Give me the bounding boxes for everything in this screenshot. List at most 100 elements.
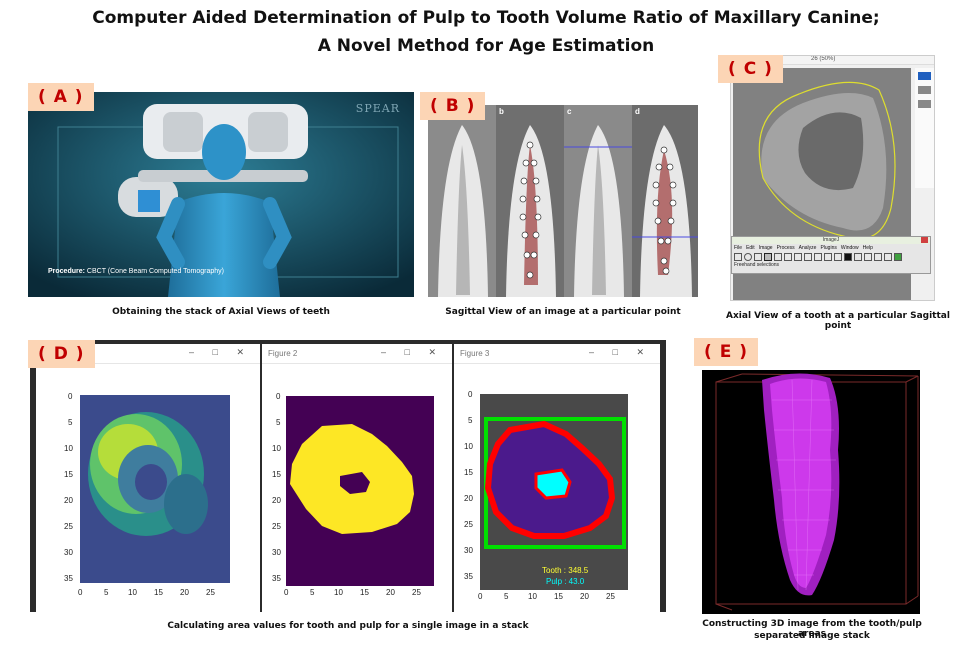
panel-a-image: SPEAR Procedure: CBCT (Cone Beam Compute… — [28, 92, 414, 297]
tooth-3d-mesh — [715, 373, 919, 611]
fig1-ytick-35: 35 — [64, 574, 73, 583]
figure3-titlebar: Figure 3 – □ ✕ — [454, 344, 660, 364]
panel-a-tag: ( A ) — [28, 83, 94, 111]
fig2-xtick-20: 20 — [386, 588, 395, 597]
imagej-titlebar: ImageJ — [732, 237, 930, 244]
fig2-ytick-5: 5 — [276, 418, 281, 427]
fig3-xtick-5: 5 — [504, 592, 509, 601]
panel-c-caption: Axial View of a tooth at a particular Sa… — [726, 311, 950, 331]
sub-label-b: b — [499, 107, 504, 116]
rect-tool-icon[interactable] — [734, 253, 742, 261]
figure1-window-controls-icon[interactable]: – □ ✕ — [189, 347, 252, 357]
sub-label-d: d — [635, 107, 640, 116]
fig2-ytick-30: 30 — [272, 548, 281, 557]
panel-b-image: a b c d — [428, 105, 698, 297]
figure2-mask — [286, 396, 434, 586]
figure2-title: Figure 2 — [268, 349, 298, 358]
imagej-menu-help[interactable]: Help — [862, 245, 873, 251]
fig3-ytick-30: 30 — [464, 546, 473, 555]
panel-e-caption-1: Constructing 3D image from the tooth/pul… — [702, 619, 922, 639]
panel-b-caption: Sagittal View of an image at a particula… — [445, 307, 681, 317]
imagej-menu-plugins[interactable]: Plugins — [820, 245, 837, 251]
imagej-menu-edit[interactable]: Edit — [746, 245, 755, 251]
tool-slot-14-icon[interactable] — [864, 253, 872, 261]
panel-c-image: 26 (50%) ImageJ File Edit Image Process … — [730, 55, 935, 301]
figure1-window: – □ ✕ 0 5 10 15 20 25 30 35 0 5 10 15 20… — [36, 344, 260, 612]
fig2-ytick-35: 35 — [272, 574, 281, 583]
oval-tool-icon[interactable] — [744, 253, 752, 261]
fig2-ytick-25: 25 — [272, 522, 281, 531]
c-side-toolbar — [915, 68, 934, 188]
fig1-xtick-20: 20 — [180, 588, 189, 597]
figure3-overlay — [480, 394, 628, 590]
fig2-ytick-15: 15 — [272, 470, 281, 479]
fig1-xtick-25: 25 — [206, 588, 215, 597]
imagej-menubar: File Edit Image Process Analyze Plugins … — [732, 244, 930, 252]
fig1-ytick-10: 10 — [64, 444, 73, 453]
fig2-xtick-15: 15 — [360, 588, 369, 597]
fig1-xtick-5: 5 — [104, 588, 109, 597]
figure1-heatmap — [80, 395, 230, 583]
c-window-titlebar: 26 (50%) — [731, 56, 934, 65]
figure3-window: Figure 3– □ ✕ Tooth : 348.5 Pulp : 43.0 … — [454, 344, 660, 612]
point-tool-icon[interactable] — [794, 253, 802, 261]
panel-a-caption: Obtaining the stack of Axial Views of te… — [112, 307, 330, 317]
imagej-menu-process[interactable]: Process — [776, 245, 795, 251]
fig1-xtick-15: 15 — [154, 588, 163, 597]
zoom-tool-icon[interactable] — [824, 253, 832, 261]
fig3-ytick-15: 15 — [464, 468, 473, 477]
text-tool-icon[interactable] — [814, 253, 822, 261]
sub-label-c: c — [567, 107, 572, 116]
tool-slot-17-icon[interactable] — [894, 253, 902, 261]
figure2-window-controls-icon[interactable]: – □ ✕ — [381, 347, 444, 357]
imagej-menu-image[interactable]: Image — [758, 245, 773, 251]
cbct-scene — [28, 92, 414, 297]
imagej-menu-file[interactable]: File — [734, 245, 743, 251]
tool-slot-16-icon[interactable] — [884, 253, 892, 261]
imagej-menu-analyze[interactable]: Analyze — [798, 245, 817, 251]
fig3-xtick-10: 10 — [528, 592, 537, 601]
fig1-ytick-25: 25 — [64, 522, 73, 531]
wand-tool-icon[interactable] — [804, 253, 812, 261]
imagej-menu-window[interactable]: Window — [840, 245, 859, 251]
panel-e-tag: ( E ) — [694, 338, 758, 366]
fig2-ytick-20: 20 — [272, 496, 281, 505]
fig2-ytick-10: 10 — [272, 444, 281, 453]
dropper-tool-icon[interactable] — [844, 253, 852, 261]
panel-b-tag: ( B ) — [420, 92, 486, 120]
hand-tool-icon[interactable] — [834, 253, 842, 261]
procedure-caption: Procedure: CBCT (Cone Beam Computed Tomo… — [48, 268, 224, 275]
procedure-text: CBCT (Cone Beam Computed Tomography) — [86, 268, 225, 275]
figure3-window-controls-icon[interactable]: – □ ✕ — [589, 347, 652, 357]
title-line-1: Computer Aided Determination of Pulp to … — [92, 8, 880, 28]
freehand-tool-icon[interactable] — [764, 253, 772, 261]
fig3-ytick-0: 0 — [468, 390, 473, 399]
figure2-titlebar: Figure 2 – □ ✕ — [262, 344, 452, 364]
angle-tool-icon[interactable] — [784, 253, 792, 261]
c-window-title: 26 (50%) — [811, 56, 836, 62]
polygon-tool-icon[interactable] — [754, 253, 762, 261]
line-tool-icon[interactable] — [774, 253, 782, 261]
fig2-xtick-0: 0 — [284, 588, 289, 597]
fig3-xtick-0: 0 — [478, 592, 483, 601]
fig3-ytick-20: 20 — [464, 494, 473, 503]
fig3-ytick-5: 5 — [468, 416, 473, 425]
procedure-label: Procedure: — [48, 268, 85, 275]
c-side-toolbar-mark-1 — [918, 72, 931, 80]
fig1-ytick-30: 30 — [64, 548, 73, 557]
fig3-ytick-10: 10 — [464, 442, 473, 451]
tooth-value-label: Tooth : 348.5 — [542, 566, 589, 575]
c-side-toolbar-mark-2 — [918, 86, 931, 94]
fig1-ytick-5: 5 — [68, 418, 73, 427]
panel-e-caption-2: separated image stack — [754, 631, 870, 641]
panel-d-caption: Calculating area values for tooth and pu… — [167, 621, 529, 631]
panel-d-tag: ( D ) — [28, 340, 95, 368]
fig2-xtick-5: 5 — [310, 588, 315, 597]
fig1-xtick-0: 0 — [78, 588, 83, 597]
tool-slot-15-icon[interactable] — [874, 253, 882, 261]
imagej-close-icon[interactable] — [921, 237, 928, 243]
fig3-ytick-35: 35 — [464, 572, 473, 581]
tool-slot-13-icon[interactable] — [854, 253, 862, 261]
fig2-ytick-0: 0 — [276, 392, 281, 401]
fig3-xtick-15: 15 — [554, 592, 563, 601]
